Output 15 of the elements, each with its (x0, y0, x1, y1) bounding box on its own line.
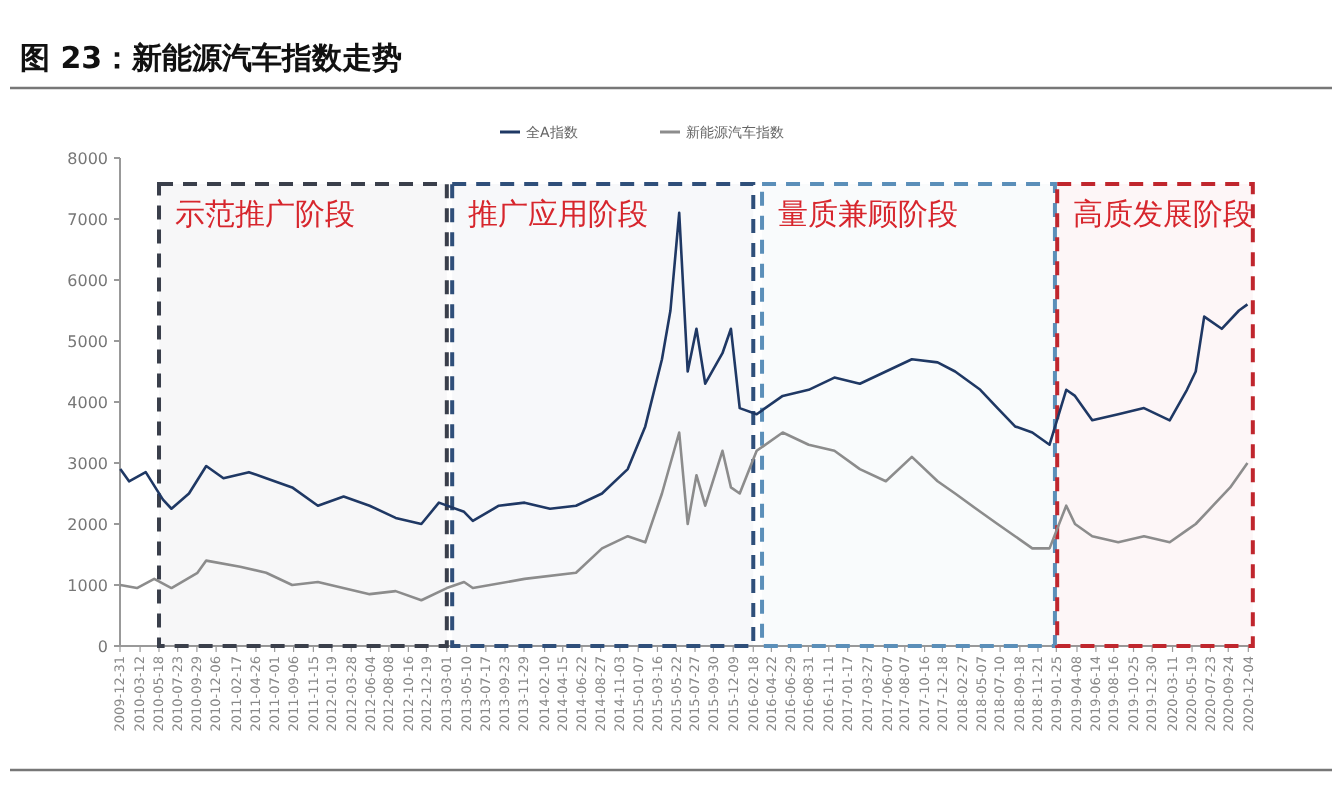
y-tick-label: 5000 (67, 332, 108, 351)
y-tick-label: 4000 (67, 393, 108, 412)
chart-title: 图 23：新能源汽车指数走势 (20, 40, 403, 76)
y-tick-label: 0 (97, 637, 108, 656)
band-label: 推广应用阶段 (468, 196, 649, 232)
band-label: 示范推广阶段 (175, 196, 356, 232)
line-series (118, 431, 1249, 602)
y-tick-label: 8000 (67, 149, 108, 168)
y-tick-label: 3000 (67, 454, 108, 473)
band-label: 高质发展阶段 (1073, 196, 1254, 232)
band-label: 量质兼顾阶段 (778, 196, 959, 232)
y-tick-label: 1000 (67, 576, 108, 595)
y-tick-label: 6000 (67, 271, 108, 290)
y-tick-label: 2000 (67, 515, 108, 534)
y-tick-label: 7000 (67, 210, 108, 229)
